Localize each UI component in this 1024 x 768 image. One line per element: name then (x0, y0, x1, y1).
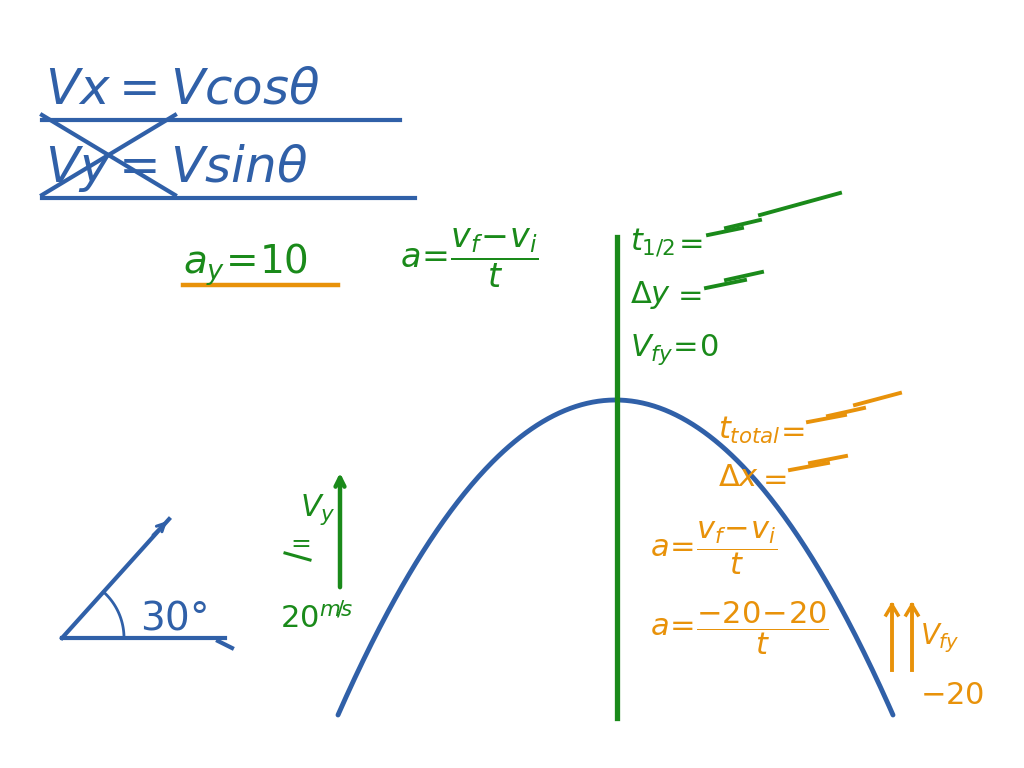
Text: $V_{fy}\!=\!0$: $V_{fy}\!=\!0$ (630, 333, 719, 367)
Text: $a\!=\!\dfrac{-20\!-\!20}{t}$: $a\!=\!\dfrac{-20\!-\!20}{t}$ (650, 599, 829, 657)
Text: $=$: $=$ (672, 280, 702, 310)
Text: $-20$: $-20$ (920, 680, 984, 710)
Text: $t_{1/2}$: $t_{1/2}$ (630, 226, 676, 258)
Text: $20^{m\!/\!s}$: $20^{m\!/\!s}$ (280, 602, 353, 634)
Text: $\Delta y$: $\Delta y$ (630, 279, 672, 311)
Text: $=$: $=$ (775, 415, 805, 445)
Text: $a\!=\!\dfrac{v_f\!-\!v_i}{t}$: $a\!=\!\dfrac{v_f\!-\!v_i}{t}$ (400, 227, 539, 290)
Text: $=$: $=$ (757, 464, 787, 492)
Text: $t_{total}$: $t_{total}$ (718, 415, 780, 445)
Text: $\Delta x$: $\Delta x$ (718, 464, 759, 492)
Text: $=$: $=$ (673, 227, 703, 257)
Text: $=$: $=$ (286, 530, 311, 554)
Text: $30°$: $30°$ (140, 599, 207, 637)
Text: $V_y$: $V_y$ (300, 492, 336, 528)
Text: $a\!=\!\dfrac{v_f\!-\!v_i}{t}$: $a\!=\!\dfrac{v_f\!-\!v_i}{t}$ (650, 519, 777, 577)
Text: $V_{fy}$: $V_{fy}$ (920, 621, 959, 655)
Text: $a_y\!=\!10$: $a_y\!=\!10$ (183, 242, 308, 288)
Text: $Vy = Vsin\theta$: $Vy = Vsin\theta$ (45, 142, 307, 194)
Text: $Vx= Vcos\theta$: $Vx= Vcos\theta$ (45, 66, 321, 114)
